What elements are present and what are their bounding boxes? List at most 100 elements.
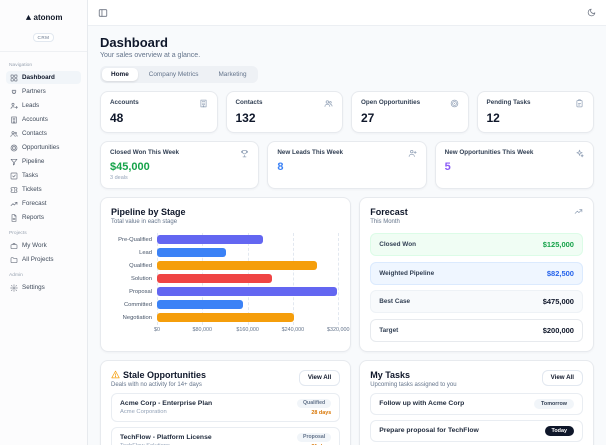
tab-home[interactable]: Home	[102, 68, 138, 81]
sidebar-item-partners[interactable]: Partners	[6, 85, 81, 98]
sidebar-item-all-projects[interactable]: All Projects	[6, 253, 81, 266]
week-card-value: 8	[277, 161, 284, 173]
theme-toggle-icon[interactable]	[587, 8, 596, 17]
chart-bar-negotiation	[157, 312, 295, 323]
sidebar-item-tasks[interactable]: Tasks	[6, 169, 81, 182]
brand: atonom CRM	[0, 0, 87, 52]
sidebar-item-leads[interactable]: Leads	[6, 99, 81, 112]
days-stale: 28 days	[311, 409, 332, 416]
brand-name: atonom	[33, 12, 63, 22]
chart-bar-committed	[157, 299, 243, 310]
stat-cards-row: Accounts 48 Contacts 132 Open Opportunities 2…	[100, 91, 594, 133]
sidebar-item-label: Opportunities	[22, 144, 60, 151]
sidebar-item-opportunities[interactable]: Opportunities	[6, 141, 81, 154]
stale-item-techflow-platform-license[interactable]: TechFlow - Platform License TechFlow Solu…	[111, 426, 341, 445]
chart-x-tick: $80,000	[192, 327, 213, 333]
forecast-row-label: Weighted Pipeline	[379, 269, 435, 277]
chart-row-pre-qualified: Pre-Qualified	[111, 233, 340, 246]
stat-card-value: 27	[361, 111, 375, 125]
opportunity-title: TechFlow - Platform License	[120, 433, 212, 441]
sidebar-item-my-work[interactable]: My Work	[6, 239, 81, 252]
chart-category-label: Pre-Qualified	[118, 236, 152, 243]
main-area: Dashboard Your sales overview at a glanc…	[88, 0, 606, 445]
folder-icon	[10, 256, 18, 263]
forecast-row-value: $82,500	[546, 268, 574, 278]
sidebar-section-label: Admin	[9, 273, 23, 278]
sidebar-section-label: Navigation	[9, 63, 33, 68]
brand-logo-icon	[25, 14, 31, 20]
chart-row-proposal: Proposal	[111, 285, 340, 298]
chart-row-negotiation: Negotiation	[111, 311, 340, 324]
forecast-row-best-case: Best Case $475,000	[370, 290, 583, 313]
sidebar-item-settings[interactable]: Settings	[6, 281, 81, 294]
task-item-prepare-proposal-for-techflow[interactable]: Prepare proposal for TechFlow Today	[370, 419, 583, 442]
week-card-label: New Opportunities This Week	[444, 149, 534, 156]
sidebar-item-forecast[interactable]: Forecast	[6, 197, 81, 210]
pipeline-chart-card: Pipeline by Stage Total value in each st…	[100, 197, 352, 352]
stale-item-acme-corp-enterprise-plan[interactable]: Acme Corp - Enterprise Plan Acme Corporat…	[111, 392, 341, 422]
my-tasks-card: My Tasks Upcoming tasks assigned to you …	[359, 359, 594, 445]
opportunity-company: TechFlow Solutions	[120, 443, 212, 445]
sidebar-item-contacts[interactable]: Contacts	[6, 127, 81, 140]
chart-category-label: Negotiation	[122, 314, 152, 321]
briefcase-icon	[10, 242, 18, 249]
partners-icon	[11, 89, 17, 94]
dashboard-icon	[10, 74, 18, 81]
user-plus-icon	[408, 149, 417, 157]
chart-x-tick: $320,000	[326, 327, 350, 333]
chart-x-tick: $240,000	[281, 327, 305, 333]
leads-icon	[10, 102, 18, 109]
sidebar-item-label: Tasks	[22, 172, 39, 179]
tab-marketing[interactable]: Marketing	[209, 68, 255, 81]
file-icon	[11, 213, 17, 222]
sidebar-toggle-icon[interactable]	[98, 8, 108, 18]
sidebar-item-accounts[interactable]: Accounts	[6, 113, 81, 126]
sidebar-item-label: Contacts	[22, 130, 47, 137]
sidebar-item-dashboard[interactable]: Dashboard	[6, 71, 81, 84]
sidebar-item-label: Dashboard	[22, 74, 55, 81]
pipeline-bar-chart: Pre-Qualified Lead Qualified Solution Propos…	[111, 233, 349, 335]
charts-row: Pipeline by Stage Total value in each st…	[100, 197, 594, 352]
week-card-sub: 3 deals	[110, 175, 128, 181]
tab-company-metrics[interactable]: Company Metrics	[140, 68, 208, 81]
chart-bar-solution	[157, 273, 272, 284]
stale-view-all-button[interactable]: View All	[298, 369, 341, 386]
chart-x-axis: $0 $80,000 $160,000 $240,000 $320,000	[154, 327, 349, 335]
chart-row-solution: Solution	[111, 272, 340, 285]
stale-title: Stale Opportunities	[123, 369, 207, 380]
trophy-icon	[241, 150, 249, 158]
stat-card-pending-tasks: Pending Tasks 12	[476, 91, 594, 133]
stage-badge: Qualified	[297, 398, 332, 408]
chart-title: Pipeline by Stage	[111, 207, 186, 217]
task-item-follow-up-with-acme-corp[interactable]: Follow up with Acme Corp Tomorrow	[370, 392, 583, 415]
chart-x-tick: $160,000	[236, 327, 259, 333]
sidebar-item-reports[interactable]: Reports	[6, 211, 81, 224]
building-icon	[11, 116, 17, 123]
forecast-row-value: $475,000	[542, 297, 574, 306]
gear-icon	[10, 283, 18, 292]
forecast-subtitle: This Month	[370, 219, 400, 225]
sparkles-icon	[576, 149, 584, 158]
tasks-title: My Tasks	[370, 369, 411, 380]
brand-badge: CRM	[32, 33, 55, 42]
stale-list: Acme Corp - Enterprise Plan Acme Corporat…	[111, 392, 341, 445]
stat-card-label: Pending Tasks	[486, 99, 531, 106]
sidebar-item-pipeline[interactable]: Pipeline	[6, 155, 81, 168]
sidebar: atonom CRM Navigation Dashboard Partners Le…	[0, 0, 88, 445]
week-card-new-opportunities-this-week: New Opportunities This Week 5	[434, 141, 594, 189]
moon-icon	[587, 8, 596, 17]
task-due-badge: Tomorrow	[534, 398, 574, 409]
chart-category-label: Lead	[139, 249, 152, 256]
stat-card-label: Open Opportunities	[361, 99, 421, 106]
page-subtitle: Your sales overview at a glance.	[100, 52, 201, 59]
users-icon	[10, 130, 18, 137]
stat-card-label: Accounts	[110, 99, 139, 106]
sidebar-item-tickets[interactable]: Tickets	[6, 183, 81, 196]
stale-opportunities-card: Stale Opportunities Deals with no activi…	[100, 359, 352, 445]
days-stale: 21 days	[311, 444, 331, 445]
week-card-closed-won-this-week: Closed Won This Week $45,000 3 deals	[100, 141, 260, 189]
chart-bar-lead	[157, 247, 226, 258]
tasks-view-all-button[interactable]: View All	[541, 369, 583, 386]
chart-x-tick: $0	[154, 327, 160, 333]
